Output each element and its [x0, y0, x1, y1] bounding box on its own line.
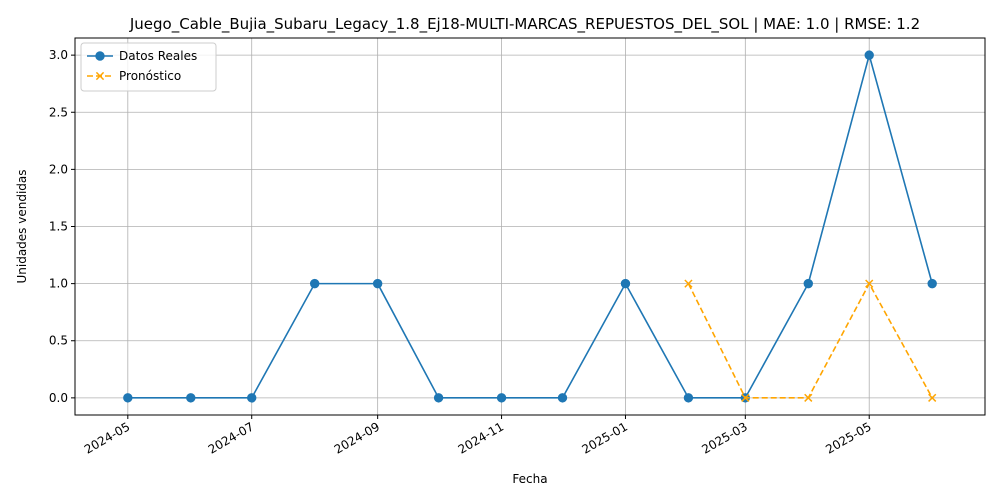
legend-label: Pronóstico [119, 69, 181, 83]
y-axis: 0.0 0.5 1.0 1.5 2.0 2.5 3.0 [49, 48, 75, 405]
legend-swatch-marker [95, 71, 105, 81]
data-point-actual [864, 50, 874, 60]
data-point-forecast [684, 279, 693, 288]
series-forecast [684, 279, 937, 402]
data-point-actual [557, 393, 568, 403]
x-marker-stroke [804, 393, 813, 402]
legend-box [80, 42, 217, 92]
data-point-actual [123, 393, 133, 403]
data-point-forecast [804, 393, 813, 402]
plot-frame [74, 37, 986, 416]
chart-title: Juego_Cable_Bujia_Subaru_Legacy_1.8_Ej18… [129, 15, 920, 34]
y-tick-label: 0.0 [49, 391, 68, 405]
data-point-actual [186, 393, 196, 403]
y-axis-title: Unidades vendidas [15, 169, 29, 283]
grid-lines [75, 38, 985, 415]
x-marker-stroke [741, 393, 750, 402]
y-tick-label: 0.5 [49, 334, 68, 348]
y-tick-label: 1.0 [49, 277, 68, 291]
legend-label: Datos Reales [119, 49, 197, 63]
legend-items: Datos Reales Pronóstico [87, 49, 197, 83]
data-point-actual [309, 278, 320, 289]
x-marker-stroke [865, 279, 874, 288]
x-marker-stroke [684, 279, 693, 288]
legend-item-actual: Datos Reales [87, 49, 197, 63]
data-point-actual [372, 278, 383, 289]
data-point-actual [927, 278, 937, 289]
y-tick-label: 2.5 [49, 105, 68, 119]
legend-item-forecast: Pronóstico [87, 69, 181, 83]
series-line-actual [127, 52, 933, 399]
data-point-actual [433, 393, 444, 403]
y-tick-label: 1.5 [49, 220, 68, 234]
data-point-forecast [928, 393, 937, 402]
x-marker-stroke [928, 393, 937, 402]
legend: Datos Reales Pronóstico [80, 42, 217, 92]
data-point-actual [247, 393, 257, 403]
data-point-forecast [741, 393, 750, 402]
data-point-actual [683, 393, 694, 403]
y-tick-label: 3.0 [49, 48, 68, 62]
series-layer [123, 50, 937, 403]
data-point-forecast [865, 279, 874, 288]
x-marker-stroke [95, 71, 105, 81]
x-axis-title: Fecha [512, 472, 547, 486]
data-point-actual [803, 278, 813, 289]
data-point-actual [620, 278, 631, 289]
legend-swatch-marker [95, 51, 105, 61]
data-point-actual [496, 393, 507, 403]
y-tick-label: 2.0 [49, 162, 68, 176]
